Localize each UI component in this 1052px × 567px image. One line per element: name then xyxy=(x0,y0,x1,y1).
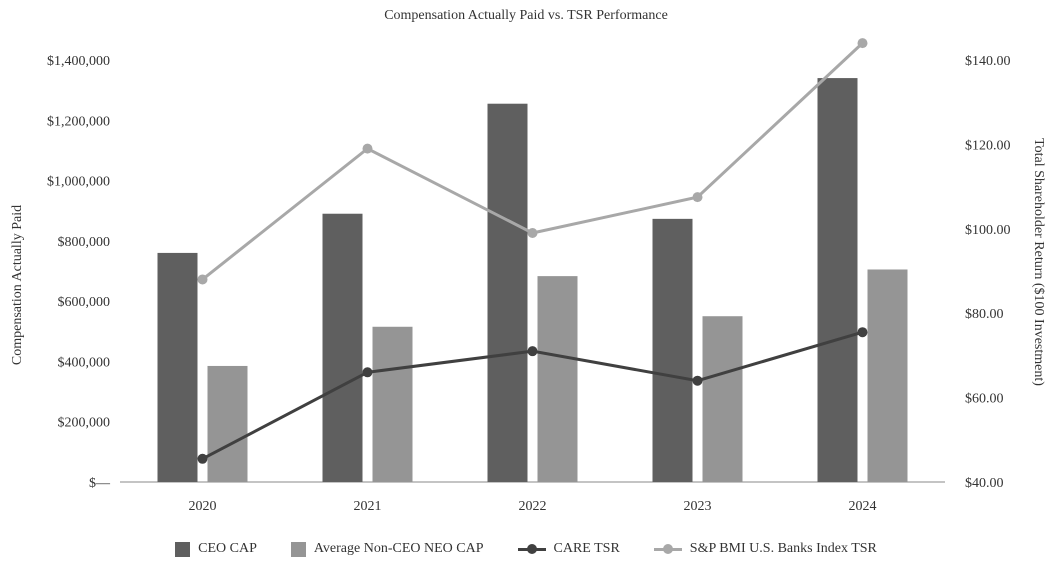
x-axis-tick-label: 2023 xyxy=(684,499,712,514)
legend-item-neo-cap: Average Non-CEO NEO CAP xyxy=(290,541,484,557)
right-axis-tick-label: $100.00 xyxy=(965,223,1011,238)
left-axis-tick-label: $1,200,000 xyxy=(47,114,110,129)
right-axis-tick-label: $140.00 xyxy=(965,54,1011,69)
right-axis-tick-label: $80.00 xyxy=(965,307,1004,322)
point-care-tsr-2023 xyxy=(692,375,703,386)
bar-neo-cap-2021 xyxy=(372,326,413,482)
left-axis-tick-label: $600,000 xyxy=(58,295,111,310)
legend-item-care-tsr: CARE TSR xyxy=(517,541,620,557)
line-s-p-bmi-u-s-banks-index-tsr xyxy=(201,42,864,281)
bar-neo-cap-2024 xyxy=(867,269,908,482)
bar-ceo-cap-2024 xyxy=(817,78,858,482)
point-care-tsr-2024 xyxy=(857,327,868,338)
left-axis-tick-label: $800,000 xyxy=(58,235,111,250)
right-axis-tick-label: $120.00 xyxy=(965,138,1011,153)
point-s-p-bmi-u-s-banks-index-tsr-2021 xyxy=(362,143,373,154)
legend-label-banks-tsr: S&P BMI U.S. Banks Index TSR xyxy=(689,541,877,556)
legend-item-ceo-cap: CEO CAP xyxy=(175,541,257,557)
left-axis-tick-label: $— xyxy=(89,476,111,491)
bar-neo-cap-2022 xyxy=(537,276,578,482)
bar-ceo-cap-2023 xyxy=(652,218,693,483)
bar-ceo-cap-2021 xyxy=(322,213,363,482)
legend-swatch-neo-cap xyxy=(290,541,306,557)
legend: CEO CAP Average Non-CEO NEO CAP CARE TSR… xyxy=(0,541,1052,557)
point-care-tsr-2021 xyxy=(362,367,373,378)
bar-neo-cap-2020 xyxy=(207,365,248,482)
point-s-p-bmi-u-s-banks-index-tsr-2023 xyxy=(692,192,703,203)
legend-swatch-ceo-cap xyxy=(175,541,191,557)
point-s-p-bmi-u-s-banks-index-tsr-2020 xyxy=(197,274,208,285)
left-axis-tick-label: $400,000 xyxy=(58,355,111,370)
x-axis-tick-label: 2020 xyxy=(189,499,217,514)
legend-label-care-tsr: CARE TSR xyxy=(553,541,620,556)
x-axis-tick-label: 2022 xyxy=(519,499,547,514)
point-s-p-bmi-u-s-banks-index-tsr-2024 xyxy=(857,38,868,49)
left-axis-tick-label: $1,400,000 xyxy=(47,54,110,69)
bar-ceo-cap-2022 xyxy=(487,103,528,482)
x-axis-tick-label: 2021 xyxy=(354,499,382,514)
point-care-tsr-2022 xyxy=(527,346,538,357)
legend-swatch-care-tsr xyxy=(517,542,546,557)
legend-item-banks-tsr: S&P BMI U.S. Banks Index TSR xyxy=(653,541,877,557)
legend-label-ceo-cap: CEO CAP xyxy=(198,541,257,556)
bar-neo-cap-2023 xyxy=(702,316,743,482)
left-axis-tick-label: $200,000 xyxy=(58,416,111,431)
chart-title: Compensation Actually Paid vs. TSR Perfo… xyxy=(384,8,668,23)
left-axis-tick-label: $1,000,000 xyxy=(47,175,110,190)
right-axis-tick-label: $40.00 xyxy=(965,476,1004,491)
x-axis-tick-label: 2024 xyxy=(849,499,877,514)
point-s-p-bmi-u-s-banks-index-tsr-2022 xyxy=(527,228,538,239)
point-care-tsr-2020 xyxy=(197,453,208,464)
right-axis-tick-label: $60.00 xyxy=(965,392,1004,407)
legend-label-neo-cap: Average Non-CEO NEO CAP xyxy=(313,541,484,556)
bar-ceo-cap-2020 xyxy=(157,252,198,482)
legend-swatch-banks-tsr xyxy=(653,542,682,557)
